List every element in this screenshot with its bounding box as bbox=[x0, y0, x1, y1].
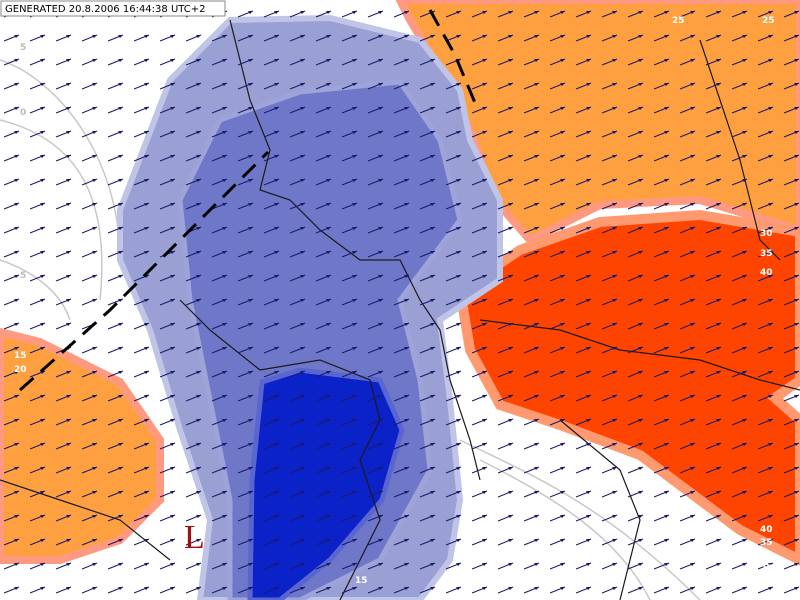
contour-label: 30 bbox=[760, 229, 773, 239]
front-line bbox=[19, 150, 270, 392]
contour-label: 35 bbox=[760, 538, 773, 548]
generated-text: GENERATED 20.8.2006 16:44:38 UTC+2 bbox=[5, 4, 206, 15]
contour-label: 35 bbox=[760, 249, 773, 259]
contour-labels: 25 25 30 35 40 40 35 30 25 5 0 5 15 20 1… bbox=[14, 16, 775, 586]
contour-label: 25 bbox=[762, 16, 775, 26]
contour-label: 15 bbox=[14, 351, 27, 361]
header-box bbox=[0, 0, 226, 17]
contour-label: 0 bbox=[20, 108, 26, 118]
contour-label: 25 bbox=[760, 564, 773, 574]
front-line-north bbox=[428, 9, 480, 111]
contour-label: 25 bbox=[672, 16, 685, 26]
contour-label: 40 bbox=[760, 268, 773, 278]
contour-label: 15 bbox=[355, 576, 368, 586]
contour-label: 40 bbox=[760, 525, 773, 535]
contour-label: 20 bbox=[14, 365, 27, 375]
contour-label: 5 bbox=[20, 43, 26, 53]
low-pressure-marker: L bbox=[184, 519, 205, 556]
contour-label: 30 bbox=[760, 551, 773, 561]
contour-label: 5 bbox=[20, 271, 26, 281]
